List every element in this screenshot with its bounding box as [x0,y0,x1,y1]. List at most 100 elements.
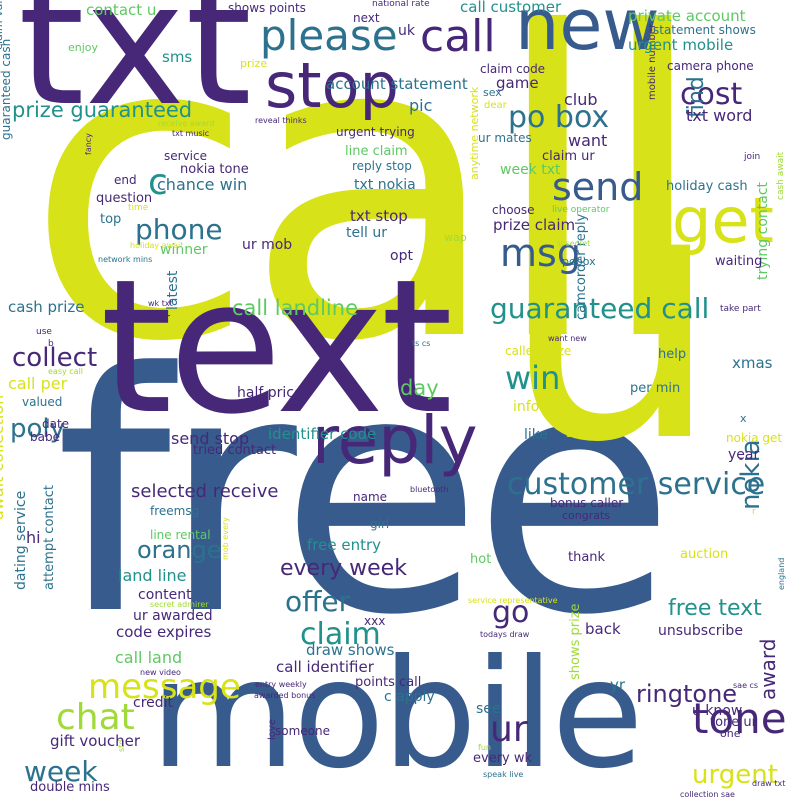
word-call-customer: call customer [460,0,562,16]
word-identifier-code: identifier code [268,425,377,443]
word-every-wk: every wk [473,751,533,766]
word-chat: chat [56,697,135,738]
word-hi: hi [26,528,41,547]
word-poly: poly [10,414,66,444]
word-send: send [552,165,644,209]
word-guaranteed-cash: guaranteed cash [0,38,13,140]
word-every-week: every week [280,556,407,581]
word-urgent-mobile: urgent mobile [628,36,734,54]
word-tried-contact: tried contact [193,443,277,458]
word-c-apply: c apply [384,689,435,705]
word-year: year [728,447,760,463]
word-choose: choose [492,203,535,217]
word-time: time [128,203,149,213]
word-call-identifier: call identifier [276,658,374,676]
word-account-statement: account statement [326,75,468,93]
word-urgent-trying: urgent trying [336,125,415,139]
word-enjoy: enjoy [68,41,99,54]
word-sexy: sexy [566,425,599,441]
word-call-land: call land [115,648,183,667]
word-per-min: per min [630,381,681,396]
word-club: club [564,90,598,109]
word-wap: wap [444,231,467,244]
word-todays-draw: todays draw [480,630,530,639]
word-text: text [100,239,453,455]
word-u-know: u know [692,703,743,719]
word-want-new: want new [548,334,587,343]
word-day: day [400,376,439,400]
word-pobox: pobox [562,255,596,268]
word-valued: valued [22,395,63,409]
word-waiting: waiting [715,254,763,269]
word-offer: offer [285,585,351,618]
word-congrats: congrats [562,509,611,522]
word-double-mins: double mins [30,780,110,795]
word-freemsg: freemsg [150,504,200,518]
word-uk: uk [398,23,415,39]
word-cost: cost [680,77,743,112]
word-bluetooth: bluetooth [410,485,449,494]
word-customer-service: customer service [507,467,766,502]
word-reveal-thinks: reveal thinks [255,116,307,125]
word-question: question [96,191,153,206]
word-points-call: points call [355,675,422,690]
word-caller-prize: caller prize [505,344,572,358]
word-po-box: po box [508,100,610,135]
word-guaranteed-call: guaranteed call [490,292,710,325]
word-statement-shows: statement shows [653,23,756,37]
word-info: info [513,399,540,415]
word-entry-weekly: entry weekly [255,680,307,689]
word-claim-ur: claim ur [542,149,595,164]
word-live-operator: live operator [552,205,610,215]
word-orange: orange [137,536,222,564]
word-mobile: mobile [150,628,644,800]
word-claim-valid: claim valid [0,0,5,50]
word-prize-guaranteed: prize guaranteed [12,98,193,122]
word-free: free [55,303,676,687]
word-back: back [585,620,621,638]
word-nokia-tone: nokia tone [180,162,249,177]
word-claim: claim [300,617,381,652]
word-top: top [100,212,122,227]
word-sex: sex [483,86,502,99]
word-attempt-contact: attempt contact [42,485,57,590]
word-camera-phone: camera phone [667,59,754,73]
word-msg: msg [500,231,581,275]
word-dear: dear [484,100,507,111]
word-want: want [568,131,608,150]
word-reply: reply [312,402,478,479]
word-enter: enter [138,311,171,325]
word-help: help [658,347,687,362]
word-ur-mates: ur mates [478,131,532,145]
word-prize-claim: prize claim [493,216,576,234]
word-send-stop: send stop [171,429,250,448]
word-speak-live: speak live [483,770,524,779]
word-win: win [505,359,561,397]
word-u: u [500,111,722,519]
word-phone: phone [135,213,223,246]
word-like: like [524,427,549,443]
word-c-letter: c [148,162,168,203]
word-call: call [25,0,711,434]
word-please: please [260,11,398,60]
word-cash-prize: cash prize [8,298,85,316]
word-award: award [756,638,780,700]
word-wan-na: wan na [225,349,255,358]
word-ur-awarded: ur awarded [133,608,213,624]
word-thank: thank [568,550,606,565]
word-receive-award: receive award [158,119,215,128]
word-draw-shows: draw shows [306,641,395,659]
word-collect: collect [12,343,98,373]
word-urgent: urgent [692,760,778,790]
word-use: use [36,327,52,337]
word-call-per: call per [8,374,68,393]
word-half-price: half price [237,385,303,401]
word-nokia-get: nokia get [726,431,783,445]
word-yr: yr [610,676,626,694]
word-tone: tone [692,694,787,743]
word-txt-nokia: txt nokia [354,177,416,193]
word-call-small: call [420,11,496,62]
word-collection-sae: collection sae [680,790,735,799]
word-apply: apply [637,396,682,415]
word-end: end [114,173,137,187]
